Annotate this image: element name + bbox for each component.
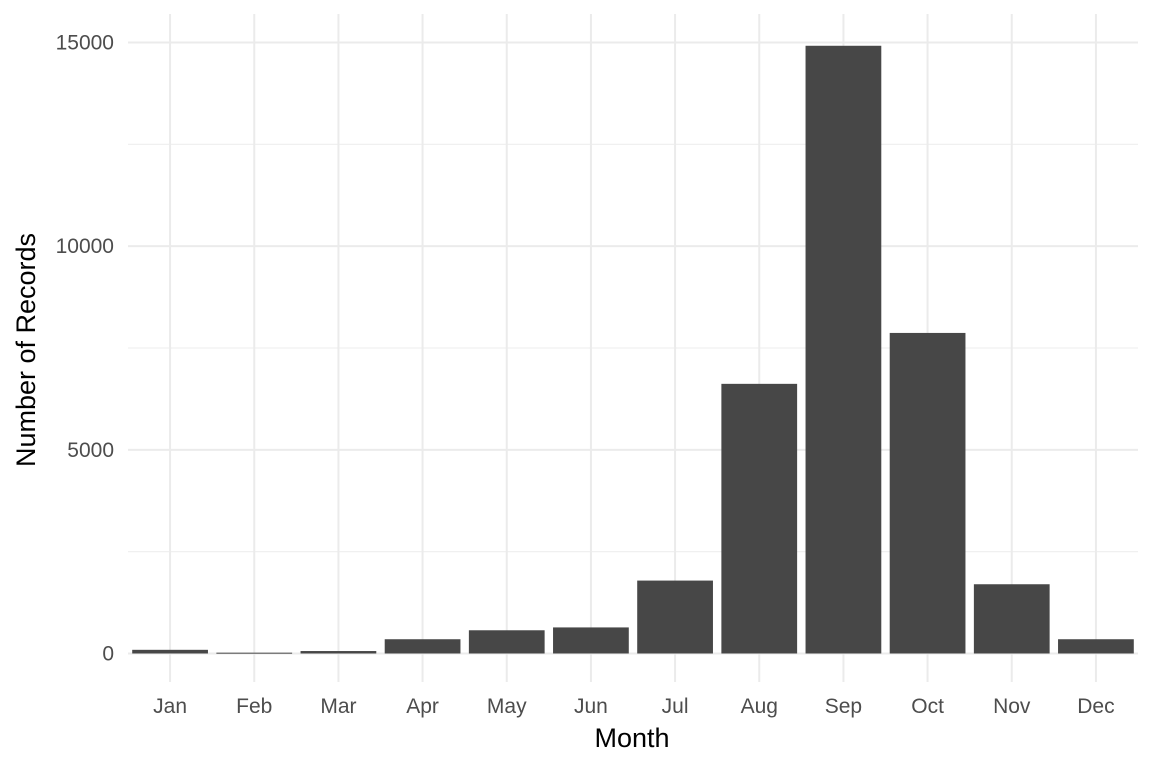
bar-feb — [216, 652, 293, 654]
bar-aug — [721, 383, 798, 654]
x-tick-label-jul: Jul — [662, 695, 689, 718]
x-tick-label-dec: Dec — [1077, 695, 1114, 718]
y-axis-title: Number of Records — [11, 233, 41, 467]
x-tick-label-sep: Sep — [825, 695, 862, 718]
x-tick-label-oct: Oct — [911, 695, 944, 718]
x-tick-label-jan: Jan — [153, 695, 187, 718]
y-tick-label-0: 0 — [102, 642, 114, 665]
bar-jun — [553, 627, 629, 654]
y-tick-label-1: 5000 — [67, 439, 114, 462]
x-tick-label-aug: Aug — [741, 695, 778, 718]
y-tick-label-3: 15000 — [56, 32, 114, 55]
bar-nov — [973, 584, 1050, 654]
x-tick-label-mar: Mar — [320, 695, 356, 718]
x-axis-title: Month — [594, 723, 669, 753]
bar-layer — [132, 45, 1134, 654]
y-tick-label-2: 10000 — [56, 235, 114, 258]
x-tick-labels: Jan Feb Mar Apr May Jun Jul Aug Sep Oct Nov Dec — [153, 695, 1114, 718]
bar-apr — [384, 639, 461, 654]
x-tick-label-may: May — [487, 695, 527, 718]
x-tick-label-apr: Apr — [406, 695, 439, 718]
bar-jul — [637, 580, 713, 654]
bar-jan — [132, 649, 208, 654]
bar-oct — [889, 332, 966, 654]
grid-layer — [128, 14, 1138, 682]
x-tick-label-jun: Jun — [574, 695, 608, 718]
bar-sep — [805, 45, 882, 654]
bar-dec — [1058, 639, 1134, 654]
y-tick-labels: 0 5000 10000 15000 — [56, 32, 114, 666]
bar-mar — [300, 651, 377, 654]
bar-may — [468, 630, 545, 654]
x-tick-label-nov: Nov — [993, 695, 1031, 718]
x-tick-label-feb: Feb — [236, 695, 272, 718]
